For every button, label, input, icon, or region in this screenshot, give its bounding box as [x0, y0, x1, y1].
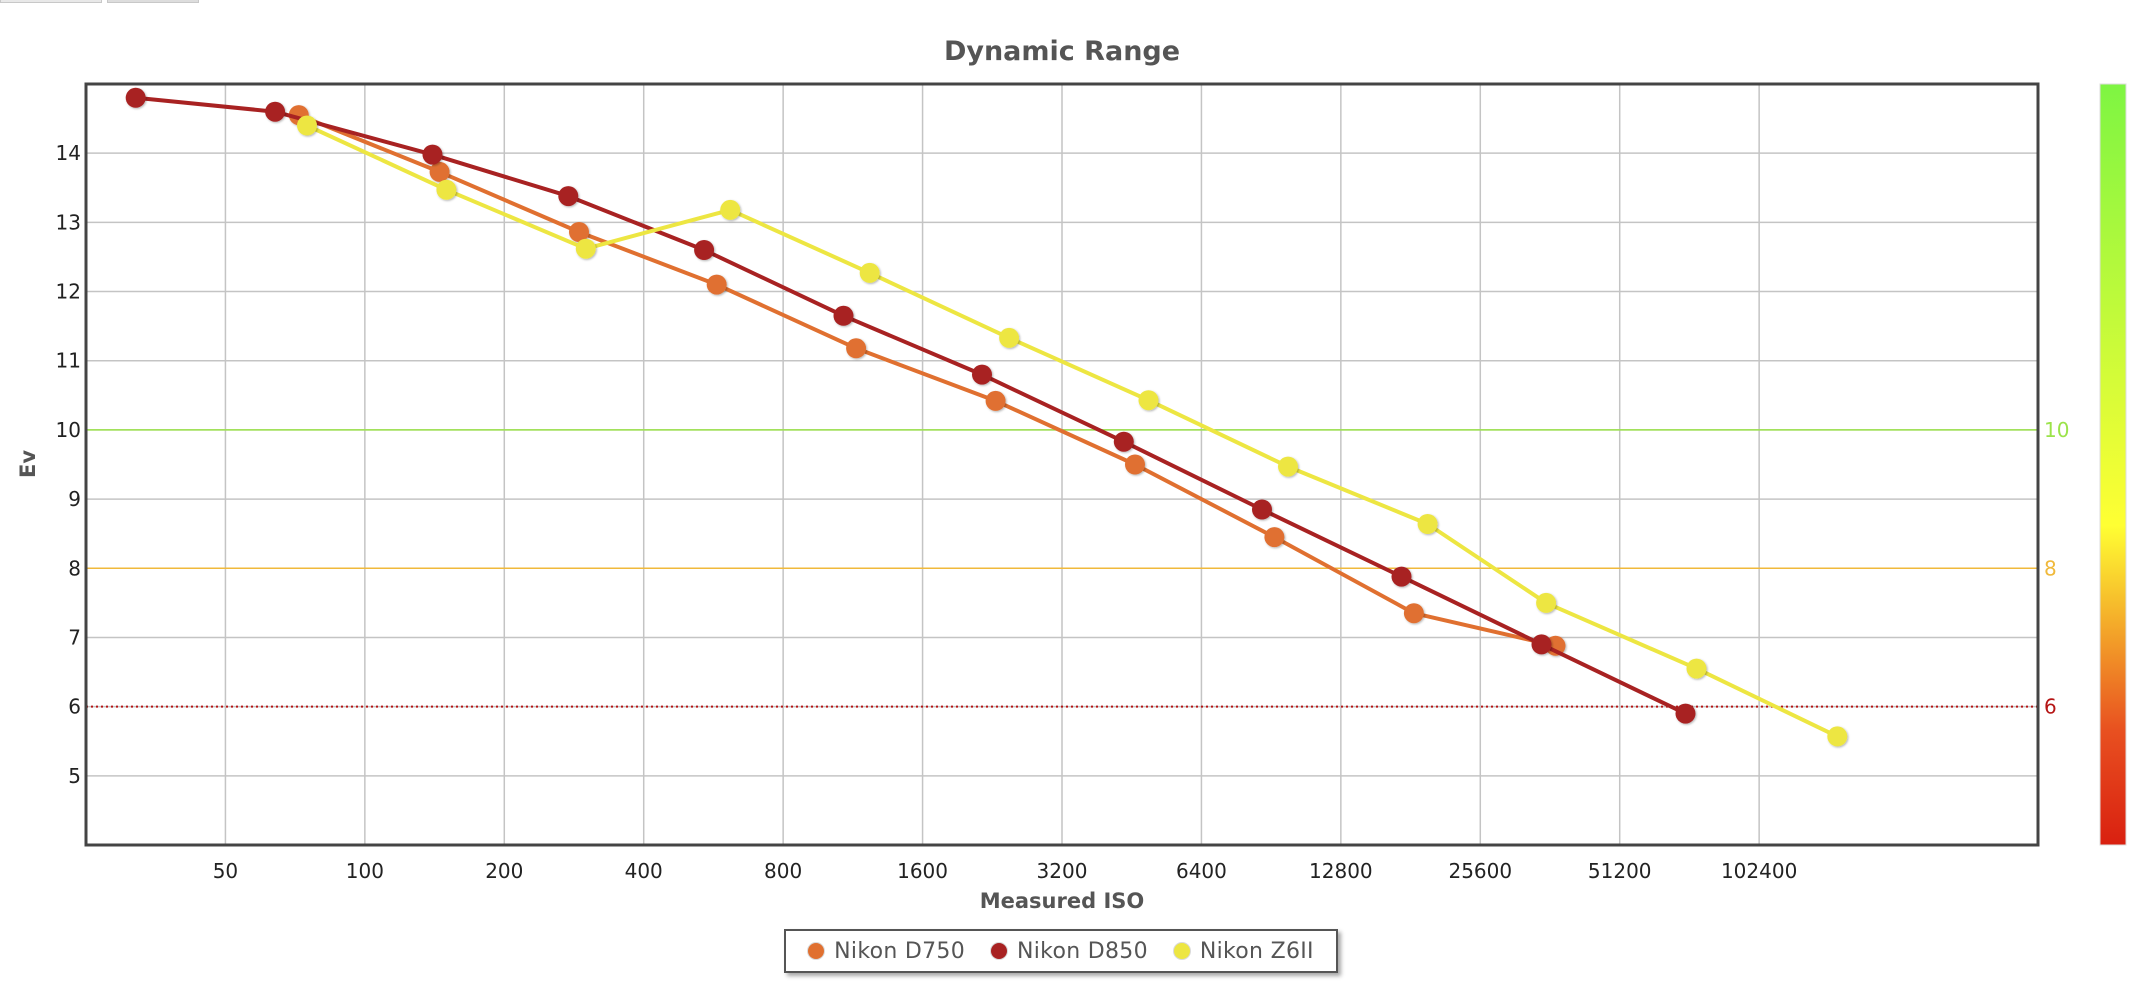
- top-tab-1[interactable]: [0, 0, 102, 3]
- data-point-nikon-z6ii[interactable]: [436, 179, 457, 200]
- y-axis-label: Ev: [16, 450, 40, 478]
- data-point-nikon-z6ii[interactable]: [1138, 390, 1159, 411]
- y-tick-labels: 5 6 7 8 9 10 11 12 13 14: [56, 141, 81, 788]
- legend-marker-icon: [991, 943, 1008, 959]
- x-tick-label: 1600: [897, 859, 948, 883]
- data-point-nikon-d750[interactable]: [429, 161, 450, 182]
- legend-item-nikon-d750[interactable]: Nikon D750: [808, 939, 965, 964]
- reference-label-10: 10: [2044, 418, 2069, 442]
- y-tick-label: 13: [56, 210, 81, 234]
- data-point-nikon-z6ii[interactable]: [859, 262, 880, 283]
- data-point-nikon-d850[interactable]: [125, 87, 146, 108]
- data-point-nikon-d850[interactable]: [972, 364, 992, 385]
- series-nikon-z6ii: [297, 115, 1848, 747]
- data-point-nikon-d850[interactable]: [1675, 703, 1696, 724]
- data-point-nikon-z6ii[interactable]: [1417, 514, 1438, 534]
- legend-label: Nikon D850: [1017, 938, 1148, 964]
- x-tick-label: 12800: [1309, 859, 1373, 883]
- series-nikon-d850: [125, 87, 1696, 724]
- y-tick-label: 8: [68, 556, 81, 580]
- data-point-nikon-d850[interactable]: [1531, 634, 1552, 655]
- data-point-nikon-d750[interactable]: [846, 338, 867, 359]
- data-point-nikon-d850[interactable]: [1391, 566, 1412, 587]
- color-scale-bar: [2099, 83, 2127, 846]
- legend-label: Nikon Z6II: [1199, 938, 1314, 964]
- data-point-nikon-z6ii[interactable]: [1536, 592, 1557, 613]
- data-point-nikon-d850[interactable]: [558, 186, 579, 207]
- x-tick-label: 400: [625, 859, 663, 883]
- x-tick-label: 800: [764, 859, 802, 883]
- series-line-nikon-d750: [298, 113, 1556, 648]
- y-tick-label: 5: [68, 764, 81, 788]
- reference-label-6: 6: [2044, 695, 2057, 719]
- data-point-nikon-z6ii[interactable]: [999, 327, 1020, 348]
- legend: Nikon D750 Nikon D850 Nikon Z6II: [784, 929, 1338, 973]
- y-tick-label: 7: [68, 625, 81, 649]
- y-tick-label: 9: [68, 487, 81, 511]
- x-tick-label: 100: [346, 859, 384, 883]
- data-point-nikon-d750[interactable]: [706, 274, 727, 295]
- data-point-nikon-d750[interactable]: [1125, 454, 1145, 475]
- y-tick-label: 11: [56, 349, 81, 373]
- series-group: [125, 87, 1848, 747]
- data-point-nikon-d750[interactable]: [569, 222, 589, 242]
- reference-lines: 10 8 6: [86, 418, 2069, 719]
- grid-lines: [86, 84, 2038, 845]
- y-tick-label: 6: [68, 695, 81, 719]
- series-line-nikon-z6ii: [306, 123, 1839, 739]
- legend-label: Nikon D750: [834, 938, 966, 964]
- data-point-nikon-z6ii[interactable]: [720, 199, 741, 220]
- plot-border: [84, 82, 2040, 847]
- x-tick-label: 51200: [1588, 859, 1652, 883]
- top-tab-2[interactable]: [107, 0, 199, 3]
- x-tick-label: 50: [213, 859, 238, 883]
- series-line-nikon-d850: [135, 95, 1687, 716]
- y-tick-label: 10: [56, 418, 81, 442]
- data-point-nikon-d850[interactable]: [422, 144, 443, 165]
- data-point-nikon-d850[interactable]: [1113, 431, 1134, 452]
- x-tick-label: 200: [485, 859, 523, 883]
- x-tick-labels: 50 100 200 400 800 1600 3200 6400 12800 25600 5120…: [213, 859, 1798, 883]
- data-point-nikon-z6ii[interactable]: [1686, 658, 1707, 679]
- data-point-nikon-z6ii[interactable]: [575, 238, 596, 259]
- legend-marker-icon: [808, 943, 825, 959]
- data-point-nikon-z6ii[interactable]: [1827, 726, 1848, 747]
- data-point-nikon-d850[interactable]: [1252, 499, 1272, 520]
- data-point-nikon-z6ii[interactable]: [297, 115, 317, 136]
- data-point-nikon-d750[interactable]: [1403, 603, 1424, 624]
- legend-item-nikon-d850[interactable]: Nikon D850: [991, 939, 1148, 964]
- series-nikon-d750: [288, 105, 1566, 656]
- legend-item-nikon-z6ii[interactable]: Nikon Z6II: [1173, 938, 1314, 964]
- data-point-nikon-d750[interactable]: [985, 390, 1006, 411]
- legend-marker-icon: [1173, 943, 1190, 959]
- reference-label-8: 8: [2044, 556, 2057, 580]
- chart-title: Dynamic Range: [944, 36, 1180, 67]
- data-point-nikon-d750[interactable]: [1264, 527, 1285, 548]
- y-tick-label: 12: [56, 280, 81, 304]
- x-axis-label: Measured ISO: [980, 889, 1145, 913]
- y-tick-label: 14: [56, 141, 81, 165]
- x-tick-label: 6400: [1176, 859, 1227, 883]
- data-point-nikon-d850[interactable]: [694, 240, 715, 260]
- data-point-nikon-d850[interactable]: [265, 101, 286, 122]
- x-tick-label: 25600: [1448, 859, 1512, 883]
- x-tick-label: 102400: [1721, 859, 1797, 883]
- x-tick-label: 3200: [1037, 859, 1088, 883]
- data-point-nikon-z6ii[interactable]: [1278, 456, 1298, 477]
- data-point-nikon-d850[interactable]: [833, 305, 854, 326]
